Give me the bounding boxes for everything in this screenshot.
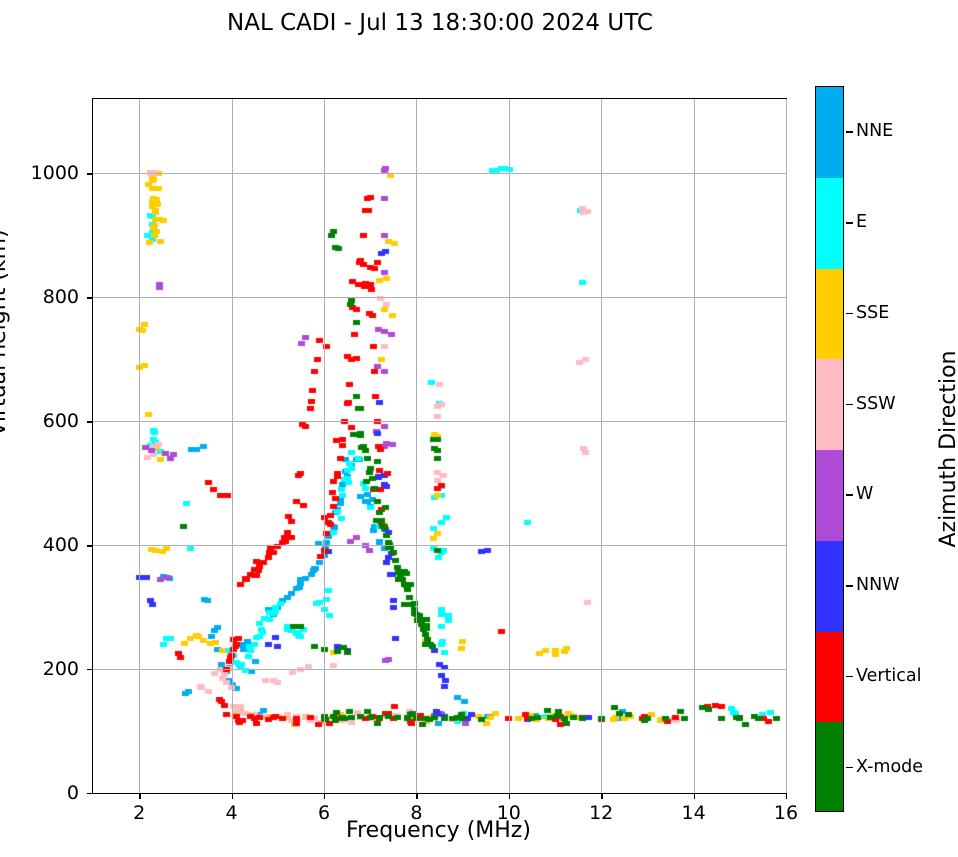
colorbar-label-vertical: Vertical xyxy=(856,665,922,686)
colorbar-segment-nnw[interactable] xyxy=(816,540,843,632)
colorbar-segment-nne[interactable] xyxy=(816,87,843,178)
x-tick-label: 12 xyxy=(589,802,614,824)
y-tick-label: 400 xyxy=(42,534,79,557)
y-tick-mark xyxy=(87,669,93,671)
x-tick-mark xyxy=(324,793,326,799)
x-gridline xyxy=(786,99,787,793)
colorbar-segment-sse[interactable] xyxy=(816,268,843,360)
x-tick-mark xyxy=(139,793,141,799)
colorbar-segment-x-mode[interactable] xyxy=(816,722,843,811)
x-gridline xyxy=(416,99,418,793)
y-tick-label: 200 xyxy=(42,658,79,681)
x-tick-label: 6 xyxy=(317,802,331,824)
colorbar-label-e: E xyxy=(856,212,868,233)
colorbar-tick xyxy=(846,675,853,678)
x-tick-label: 2 xyxy=(133,802,146,824)
colorbar-segment-w[interactable] xyxy=(816,450,843,541)
x-tick-label: 16 xyxy=(773,802,799,824)
x-gridline xyxy=(693,99,695,793)
y-tick-label: 0 xyxy=(66,782,79,804)
x-tick-label: 8 xyxy=(410,802,423,824)
y-tick-label: 800 xyxy=(42,286,79,309)
x-gridline xyxy=(601,99,603,793)
y-tick-mark xyxy=(87,173,93,175)
colorbar-tick xyxy=(846,222,853,224)
colorbar-label-x-mode: X-mode xyxy=(856,756,924,777)
x-tick-label: 10 xyxy=(496,802,521,824)
colorbar-label: Azimuth Direction xyxy=(936,350,958,548)
y-tick-mark xyxy=(87,545,93,547)
colorbar-label-nnw: NNW xyxy=(856,575,900,596)
x-gridline xyxy=(139,99,141,793)
colorbar-tick xyxy=(846,585,853,587)
colorbar-segment-vertical[interactable] xyxy=(816,631,843,723)
colorbar-segment-ssw[interactable] xyxy=(816,359,843,450)
colorbar-label-w: W xyxy=(856,484,874,505)
x-tick-mark xyxy=(786,793,788,799)
x-tick-mark xyxy=(693,793,695,799)
y-tick-label: 600 xyxy=(42,410,79,433)
colorbar-label-sse: SSE xyxy=(856,302,890,323)
colorbar-tick xyxy=(846,131,853,133)
x-tick-label: 14 xyxy=(681,802,706,824)
x-tick-label: 4 xyxy=(225,802,238,824)
y-gridline xyxy=(93,545,786,547)
y-tick-mark xyxy=(87,297,93,299)
x-tick-mark xyxy=(231,793,233,799)
ionogram-plot-area[interactable]: 2 4 6 8 10 12 14 16 0 200 400 600 800 1000 xyxy=(31,98,798,824)
colorbar-label-ssw: SSW xyxy=(856,393,896,414)
colorbar-segment-e[interactable] xyxy=(816,177,843,269)
y-gridline xyxy=(93,173,786,175)
y-gridline xyxy=(93,297,786,299)
x-gridline xyxy=(231,99,233,793)
x-tick-mark xyxy=(601,793,603,799)
y-tick-label: 1000 xyxy=(30,162,79,185)
y-tick-mark xyxy=(87,793,93,795)
colorbar-tick xyxy=(846,494,853,496)
x-gridline xyxy=(324,99,325,793)
ionogram-scatter-canvas xyxy=(93,99,786,793)
y-axis-label: Virtual height (km) xyxy=(0,229,11,437)
colorbar-tick xyxy=(846,403,853,406)
x-tick-mark xyxy=(416,793,418,799)
azimuth-colorbar[interactable] xyxy=(815,86,844,812)
x-tick-mark xyxy=(508,793,511,799)
page-title: NAL CADI - Jul 13 18:30:00 2024 UTC xyxy=(227,10,653,36)
colorbar-tick xyxy=(846,766,853,769)
x-axis-label: Frequency (MHz) xyxy=(346,818,531,843)
y-gridline xyxy=(93,669,786,671)
colorbar-tick xyxy=(846,312,853,315)
y-tick-mark xyxy=(87,421,93,423)
x-gridline xyxy=(508,99,510,793)
y-gridline xyxy=(93,421,786,423)
colorbar-label-nne: NNE xyxy=(856,121,894,142)
